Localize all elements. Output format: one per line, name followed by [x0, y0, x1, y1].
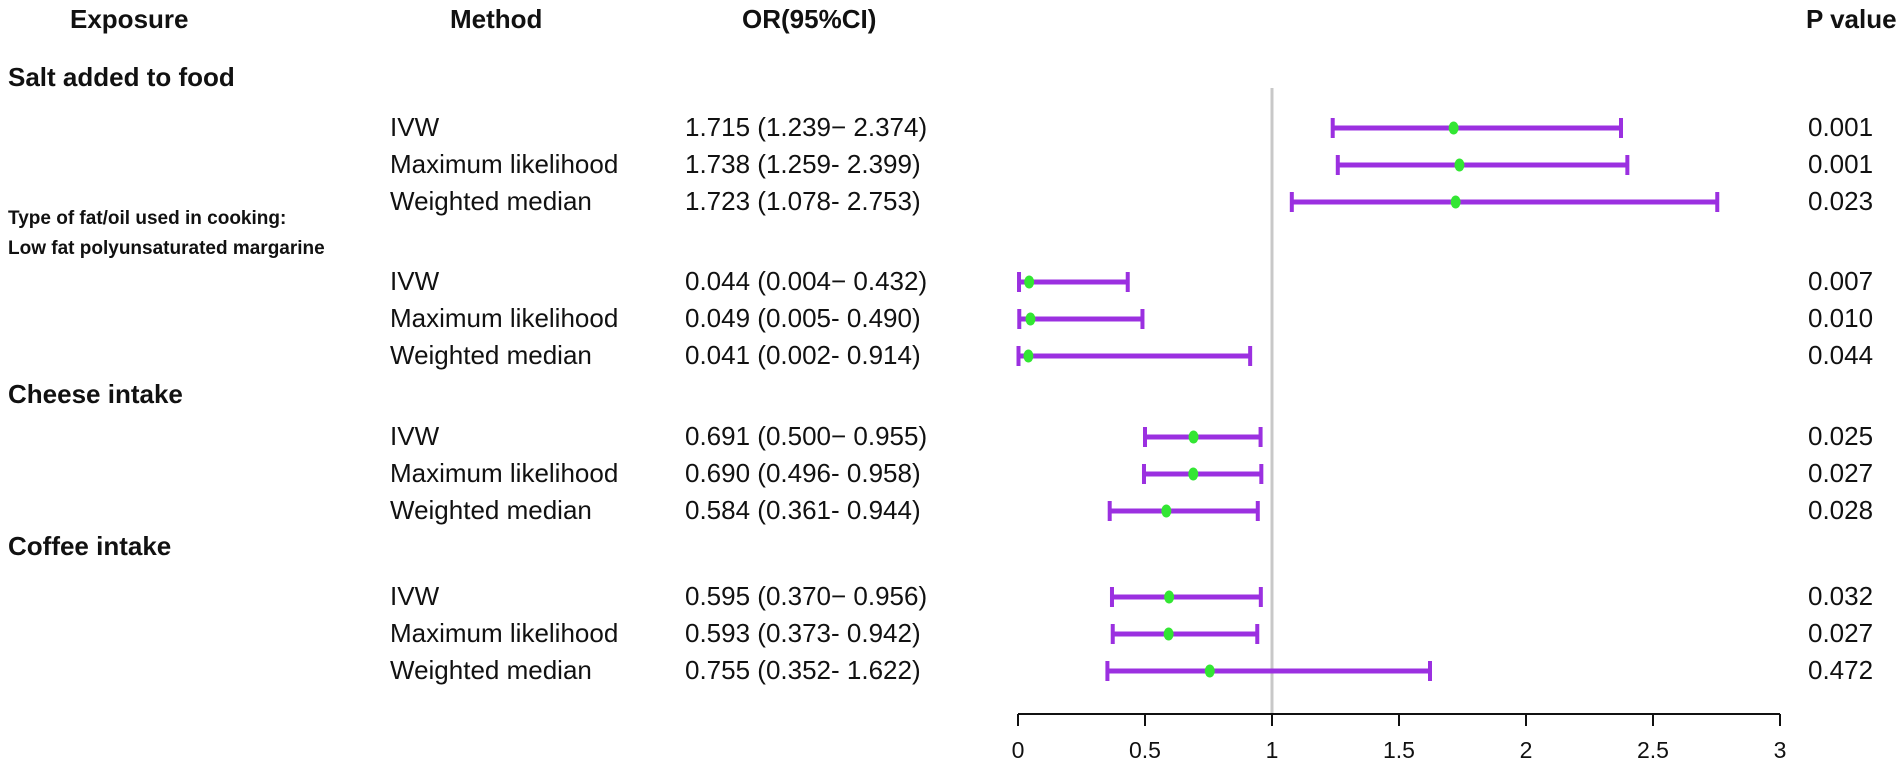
group-label-line2: Low fat polyunsaturated margarine — [8, 238, 325, 259]
method-label: Maximum likelihood — [390, 458, 619, 488]
group-label: Type of fat/oil used in cooking: — [8, 208, 287, 229]
point-estimate — [1164, 590, 1175, 604]
method-label: IVW — [390, 581, 440, 611]
or-ci-text: 0.691 (0.500− 0.955) — [685, 421, 928, 451]
point-estimate — [1163, 627, 1174, 641]
or-ci-text: 0.595 (0.370− 0.956) — [685, 581, 928, 611]
point-estimate — [1188, 430, 1199, 444]
header-method: Method — [450, 4, 543, 34]
method-label: Maximum likelihood — [390, 149, 619, 179]
method-label: Weighted median — [390, 655, 592, 685]
point-estimate — [1448, 121, 1459, 135]
method-label: Weighted median — [390, 186, 592, 216]
header-or: OR(95%CI) — [742, 4, 877, 34]
p-value: 0.032 — [1808, 581, 1874, 611]
or-ci-text: 0.593 (0.373- 0.942) — [685, 618, 921, 648]
p-value: 0.028 — [1808, 495, 1874, 525]
method-label: IVW — [390, 266, 440, 296]
group-label: Salt added to food — [8, 62, 235, 92]
x-tick-label: 3 — [1774, 737, 1787, 763]
p-value: 0.007 — [1808, 266, 1874, 296]
x-tick-label: 2 — [1520, 737, 1533, 763]
point-estimate — [1454, 158, 1465, 172]
header-p-value: P value — [1806, 4, 1897, 34]
point-estimate — [1025, 312, 1036, 326]
method-label: Maximum likelihood — [390, 618, 619, 648]
x-tick-label: 0.5 — [1129, 737, 1161, 763]
p-value: 0.025 — [1808, 421, 1874, 451]
group-label: Coffee intake — [8, 531, 172, 561]
point-estimate — [1023, 349, 1034, 363]
point-estimate — [1204, 664, 1215, 678]
method-label: IVW — [390, 112, 440, 142]
or-ci-text: 0.584 (0.361- 0.944) — [685, 495, 921, 525]
p-value: 0.001 — [1808, 112, 1874, 142]
or-ci-text: 1.738 (1.259- 2.399) — [685, 149, 921, 179]
x-tick-label: 0 — [1012, 737, 1025, 763]
x-tick-label: 1.5 — [1383, 737, 1415, 763]
p-value: 0.010 — [1808, 303, 1874, 333]
p-value: 0.044 — [1808, 340, 1874, 370]
or-ci-text: 1.715 (1.239− 2.374) — [685, 112, 928, 142]
method-label: Weighted median — [390, 495, 592, 525]
p-value: 0.027 — [1808, 618, 1874, 648]
p-value: 0.023 — [1808, 186, 1874, 216]
p-value: 0.472 — [1808, 655, 1874, 685]
point-estimate — [1450, 195, 1461, 209]
or-ci-text: 0.690 (0.496- 0.958) — [685, 458, 921, 488]
method-label: Maximum likelihood — [390, 303, 619, 333]
header-exposure: Exposure — [70, 4, 189, 34]
method-label: Weighted median — [390, 340, 592, 370]
group-label: Cheese intake — [8, 379, 183, 409]
point-estimate — [1188, 467, 1199, 481]
or-ci-text: 0.755 (0.352- 1.622) — [685, 655, 921, 685]
or-ci-text: 0.041 (0.002- 0.914) — [685, 340, 921, 370]
or-ci-text: 0.049 (0.005- 0.490) — [685, 303, 921, 333]
or-ci-text: 1.723 (1.078- 2.753) — [685, 186, 921, 216]
or-ci-text: 0.044 (0.004− 0.432) — [685, 266, 928, 296]
point-estimate — [1161, 504, 1172, 518]
p-value: 0.027 — [1808, 458, 1874, 488]
p-value: 0.001 — [1808, 149, 1874, 179]
point-estimate — [1024, 275, 1035, 289]
method-label: IVW — [390, 421, 440, 451]
x-tick-label: 1 — [1266, 737, 1279, 763]
x-tick-label: 2.5 — [1637, 737, 1669, 763]
